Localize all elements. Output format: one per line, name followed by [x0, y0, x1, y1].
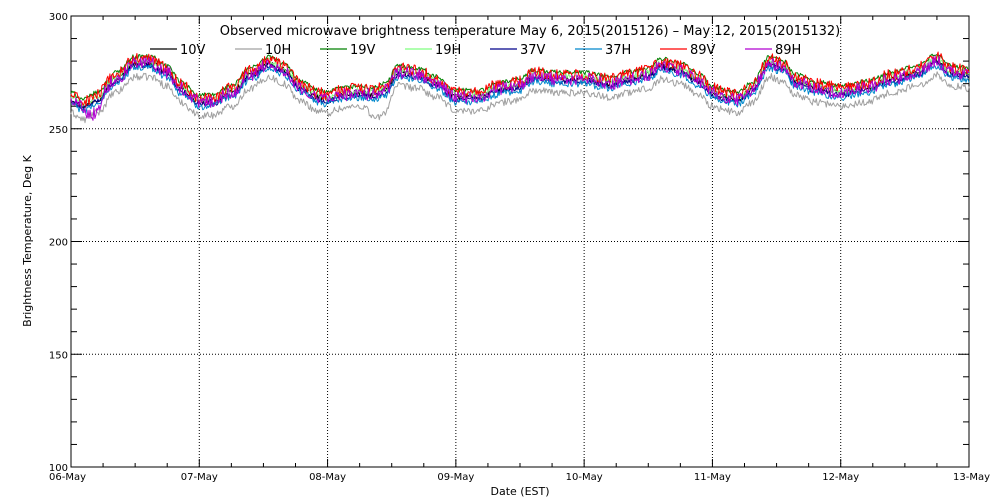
legend-label: 37H [605, 43, 631, 58]
y-tick-label: 250 [49, 125, 68, 136]
series-line-10H [70, 71, 970, 124]
y-tick-label: 200 [49, 238, 68, 249]
x-tick-label: 11-May [694, 472, 731, 483]
legend: 10V 10H 19V 19H 37V 37H 89V 89H [150, 43, 801, 58]
legend-label: 37V [520, 43, 546, 58]
x-axis-tick-labels: 06-May 07-May 08-May 09-May 10-May 11-May 12-M… [49, 472, 990, 483]
x-tick-label: 09-May [437, 472, 474, 483]
axis-ticks [70, 15, 970, 468]
x-tick-label: 13-May [953, 472, 990, 483]
legend-label: 89V [690, 43, 716, 58]
chart-title: Observed microwave brightness temperatur… [220, 24, 840, 39]
legend-label: 19H [435, 43, 461, 58]
legend-label: 19V [350, 43, 376, 58]
legend-label: 10V [180, 43, 206, 58]
y-tick-label: 300 [49, 12, 68, 23]
x-axis-label: Date (EST) [490, 485, 549, 498]
y-tick-label: 100 [49, 463, 68, 474]
y-axis-label: Brightness Temperature, Deg K [21, 154, 34, 326]
x-tick-label: 07-May [181, 472, 218, 483]
x-tick-label: 08-May [309, 472, 346, 483]
legend-label: 10H [265, 43, 291, 58]
y-axis-tick-labels: 100 150 200 250 300 [49, 12, 68, 474]
series-line-89H [70, 55, 970, 121]
y-tick-label: 150 [49, 350, 68, 361]
x-tick-label: 10-May [566, 472, 603, 483]
x-tick-label: 06-May [49, 472, 86, 483]
series-line-37H [70, 64, 970, 115]
series-lines [70, 51, 970, 124]
legend-label: 89H [775, 43, 801, 58]
x-tick-label: 12-May [822, 472, 859, 483]
